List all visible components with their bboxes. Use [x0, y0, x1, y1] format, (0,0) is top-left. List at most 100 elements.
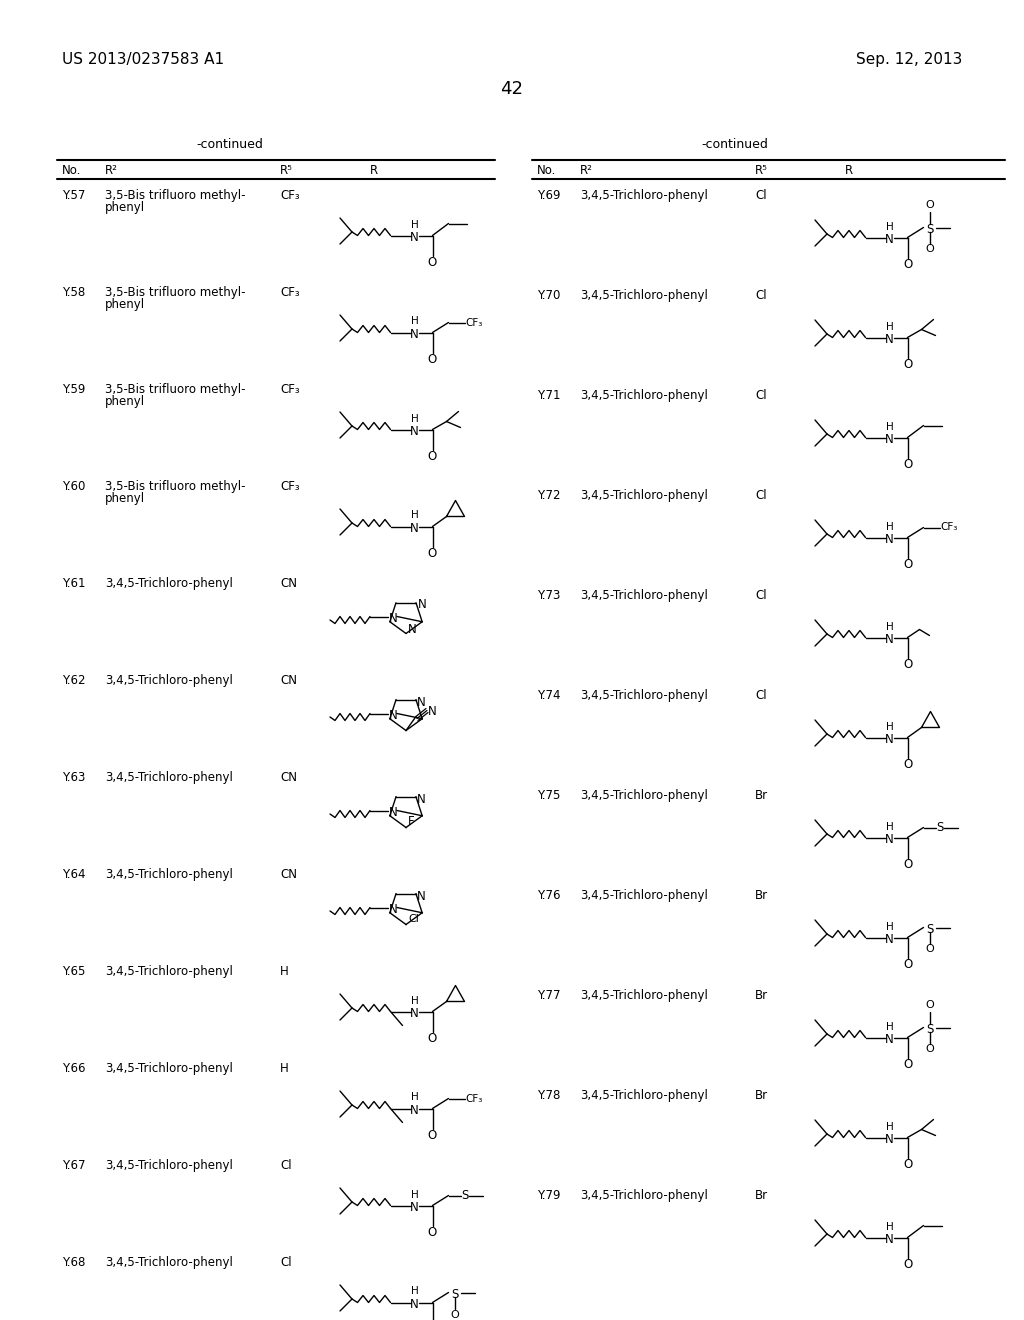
Text: H: H — [280, 1063, 289, 1074]
Text: N: N — [417, 793, 426, 807]
Text: O: O — [428, 1032, 437, 1045]
Text: 3,5-Bis trifluoro methyl-: 3,5-Bis trifluoro methyl- — [105, 189, 246, 202]
Text: Cl: Cl — [280, 1159, 292, 1172]
Text: R⁵: R⁵ — [755, 164, 768, 177]
Text: CN: CN — [280, 675, 297, 686]
Text: O: O — [925, 201, 934, 210]
Text: O: O — [428, 1129, 437, 1142]
Text: Y.74: Y.74 — [537, 689, 560, 702]
Text: N: N — [411, 1201, 419, 1214]
Text: N: N — [411, 521, 419, 535]
Text: Y.71: Y.71 — [537, 389, 560, 403]
Text: 3,4,5-Trichloro-phenyl: 3,4,5-Trichloro-phenyl — [580, 289, 708, 302]
Text: R²: R² — [580, 164, 593, 177]
Text: Y.78: Y.78 — [537, 1089, 560, 1102]
Text: 3,4,5-Trichloro-phenyl: 3,4,5-Trichloro-phenyl — [580, 789, 708, 803]
Text: CF₃: CF₃ — [940, 523, 957, 532]
Text: Cl: Cl — [755, 689, 767, 702]
Text: N: N — [411, 1298, 419, 1311]
Text: N: N — [417, 696, 426, 709]
Text: N: N — [885, 333, 894, 346]
Text: O: O — [903, 657, 912, 671]
Text: Y.62: Y.62 — [62, 675, 85, 686]
Text: CN: CN — [280, 771, 297, 784]
Text: N: N — [418, 598, 427, 611]
Text: Y.64: Y.64 — [62, 869, 85, 880]
Text: O: O — [903, 858, 912, 871]
Text: Br: Br — [755, 989, 768, 1002]
Text: Cl: Cl — [755, 189, 767, 202]
Text: H: H — [411, 413, 419, 424]
Text: N: N — [885, 433, 894, 446]
Text: 3,4,5-Trichloro-phenyl: 3,4,5-Trichloro-phenyl — [105, 1257, 232, 1269]
Text: Cl: Cl — [755, 289, 767, 302]
Text: R: R — [370, 164, 378, 177]
Text: Y.58: Y.58 — [62, 286, 85, 300]
Text: Cl: Cl — [755, 488, 767, 502]
Text: 42: 42 — [501, 81, 523, 98]
Text: 3,4,5-Trichloro-phenyl: 3,4,5-Trichloro-phenyl — [105, 869, 232, 880]
Text: H: H — [411, 317, 419, 326]
Text: No.: No. — [537, 164, 556, 177]
Text: N: N — [885, 533, 894, 546]
Text: 3,4,5-Trichloro-phenyl: 3,4,5-Trichloro-phenyl — [105, 675, 232, 686]
Text: N: N — [885, 234, 894, 246]
Text: O: O — [903, 758, 912, 771]
Text: H: H — [886, 521, 893, 532]
Text: CN: CN — [280, 869, 297, 880]
Text: N: N — [411, 1007, 419, 1020]
Text: 3,4,5-Trichloro-phenyl: 3,4,5-Trichloro-phenyl — [580, 1089, 708, 1102]
Text: O: O — [903, 458, 912, 471]
Text: -continued: -continued — [701, 139, 768, 150]
Text: Y.60: Y.60 — [62, 480, 85, 492]
Text: Cl: Cl — [280, 1257, 292, 1269]
Text: Y.73: Y.73 — [537, 589, 560, 602]
Text: Y.66: Y.66 — [62, 1063, 85, 1074]
Text: Br: Br — [755, 789, 768, 803]
Text: 3,4,5-Trichloro-phenyl: 3,4,5-Trichloro-phenyl — [105, 577, 232, 590]
Text: Y.70: Y.70 — [537, 289, 560, 302]
Text: CF₃: CF₃ — [466, 318, 483, 327]
Text: H: H — [886, 921, 893, 932]
Text: O: O — [451, 1309, 459, 1320]
Text: H: H — [886, 1122, 893, 1131]
Text: 3,4,5-Trichloro-phenyl: 3,4,5-Trichloro-phenyl — [580, 989, 708, 1002]
Text: O: O — [903, 1158, 912, 1171]
Text: H: H — [886, 1022, 893, 1031]
Text: N: N — [411, 231, 419, 244]
Text: Y.77: Y.77 — [537, 989, 560, 1002]
Text: 3,4,5-Trichloro-phenyl: 3,4,5-Trichloro-phenyl — [105, 1159, 232, 1172]
Text: 3,4,5-Trichloro-phenyl: 3,4,5-Trichloro-phenyl — [580, 689, 708, 702]
Text: N: N — [389, 807, 397, 818]
Text: H: H — [411, 219, 419, 230]
Text: CF₃: CF₃ — [466, 1093, 483, 1104]
Text: CF₃: CF₃ — [280, 480, 300, 492]
Text: Y.68: Y.68 — [62, 1257, 85, 1269]
Text: Br: Br — [755, 888, 768, 902]
Text: Cl: Cl — [755, 389, 767, 403]
Text: N: N — [885, 1133, 894, 1146]
Text: CN: CN — [280, 577, 297, 590]
Text: H: H — [411, 995, 419, 1006]
Text: N: N — [885, 833, 894, 846]
Text: R: R — [845, 164, 853, 177]
Text: phenyl: phenyl — [105, 492, 145, 506]
Text: 3,4,5-Trichloro-phenyl: 3,4,5-Trichloro-phenyl — [580, 1189, 708, 1203]
Text: H: H — [886, 322, 893, 331]
Text: O: O — [903, 558, 912, 572]
Text: CF₃: CF₃ — [280, 189, 300, 202]
Text: 3,4,5-Trichloro-phenyl: 3,4,5-Trichloro-phenyl — [580, 888, 708, 902]
Text: N: N — [885, 1034, 894, 1045]
Text: F: F — [408, 814, 415, 828]
Text: No.: No. — [62, 164, 81, 177]
Text: CF₃: CF₃ — [280, 383, 300, 396]
Text: O: O — [903, 1059, 912, 1071]
Text: O: O — [428, 546, 437, 560]
Text: Y.63: Y.63 — [62, 771, 85, 784]
Text: CF₃: CF₃ — [280, 286, 300, 300]
Text: 3,5-Bis trifluoro methyl-: 3,5-Bis trifluoro methyl- — [105, 286, 246, 300]
Text: N: N — [411, 327, 419, 341]
Text: Y.72: Y.72 — [537, 488, 560, 502]
Text: Y.75: Y.75 — [537, 789, 560, 803]
Text: N: N — [411, 425, 419, 438]
